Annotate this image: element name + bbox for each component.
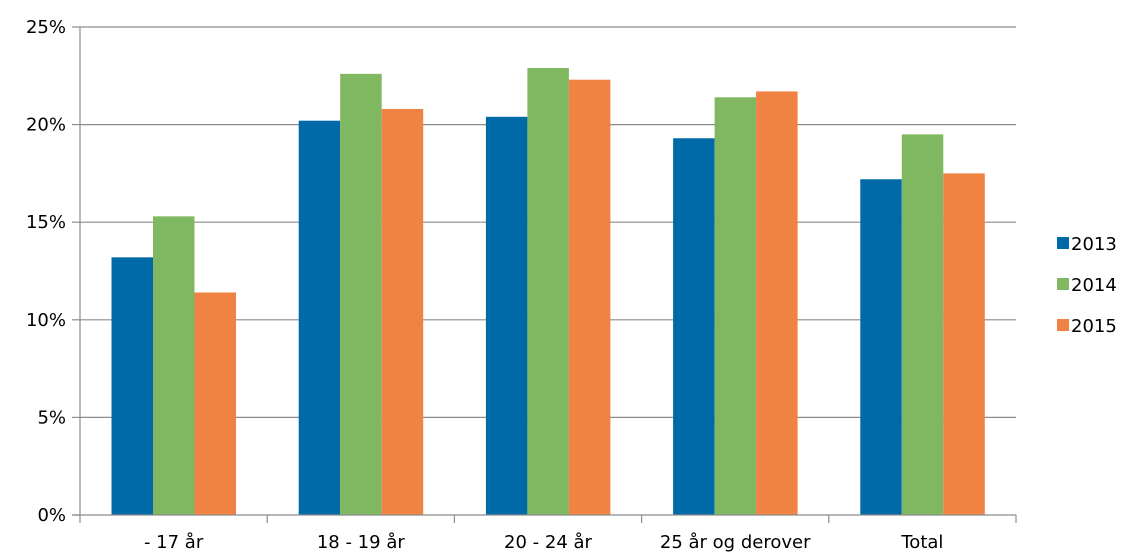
- bar: [381, 108, 424, 515]
- x-tick-label: Total: [900, 532, 943, 552]
- legend-swatch: [1057, 278, 1069, 290]
- bar: [298, 120, 341, 516]
- bar: [568, 79, 611, 515]
- y-tick-label: 25%: [26, 17, 66, 38]
- bar: [340, 73, 382, 516]
- x-tick-label: 20 - 24 år: [504, 532, 592, 552]
- x-tick-label: 25 år og derover: [660, 532, 811, 552]
- bar: [901, 134, 944, 516]
- legend: 2013 2014 2015: [1057, 234, 1117, 337]
- y-tick-label: 15%: [26, 212, 66, 233]
- x-tick-label: - 17 år: [144, 532, 204, 552]
- bar: [860, 179, 902, 516]
- axes: [72, 26, 1017, 523]
- bar: [153, 216, 195, 515]
- y-tick-label: 10%: [26, 310, 66, 331]
- bars: [111, 67, 985, 516]
- legend-label: 2013: [1071, 234, 1117, 255]
- bar: [943, 173, 985, 515]
- y-axis-ticks: 0% 5% 10% 15% 20% 25%: [26, 17, 66, 526]
- bar: [485, 116, 528, 516]
- y-tick-label: 5%: [37, 407, 66, 428]
- legend-label: 2014: [1071, 275, 1117, 296]
- bar: [111, 257, 153, 515]
- bar: [756, 91, 798, 515]
- bar: [527, 67, 569, 515]
- y-tick-label: 20%: [26, 115, 66, 136]
- legend-swatch: [1057, 237, 1069, 249]
- bar: [194, 292, 236, 515]
- legend-swatch: [1057, 319, 1069, 331]
- legend-label: 2015: [1071, 316, 1117, 337]
- y-tick-label: 0%: [37, 505, 66, 526]
- bar: [714, 97, 757, 515]
- x-tick-label: 18 - 19 år: [317, 532, 405, 552]
- bar: [673, 138, 715, 515]
- x-axis-ticks: - 17 år 18 - 19 år 20 - 24 år 25 år og dero…: [144, 532, 943, 552]
